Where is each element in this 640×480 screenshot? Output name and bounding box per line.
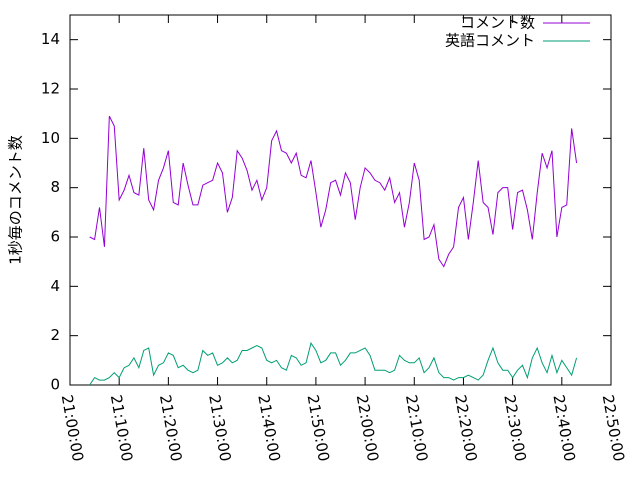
y-tick-label: 0 [50,376,60,394]
y-axis-label: 1秒毎のコメント数 [7,135,25,265]
series-line [89,115,578,268]
x-tick-label: 21:40:00 [254,393,283,462]
y-tick-label: 8 [50,178,60,196]
y-tick-label: 14 [41,30,60,48]
series-line [89,341,578,386]
y-tick-label: 4 [50,277,60,295]
y-tick-label: 2 [50,326,60,344]
y-tick-label: 12 [41,80,60,98]
x-tick-label: 21:00:00 [58,393,87,462]
x-tick-label: 21:20:00 [156,393,185,462]
plot-border [69,14,612,386]
legend-label: 英語コメント [445,32,535,50]
x-tick-label: 22:30:00 [500,393,529,462]
x-tick-label: 22:20:00 [451,393,480,462]
y-tick-label: 6 [50,228,60,246]
x-tick-label: 22:50:00 [599,393,628,462]
y-tick-label: 10 [41,129,60,147]
legend-label: コメント数 [460,14,535,32]
x-tick-label: 21:30:00 [205,393,234,462]
x-tick-label: 22:40:00 [549,393,578,462]
x-tick-label: 21:10:00 [107,393,136,462]
x-tick-label: 21:50:00 [304,393,333,462]
x-tick-label: 22:00:00 [353,393,382,462]
x-tick-label: 22:10:00 [402,393,431,462]
